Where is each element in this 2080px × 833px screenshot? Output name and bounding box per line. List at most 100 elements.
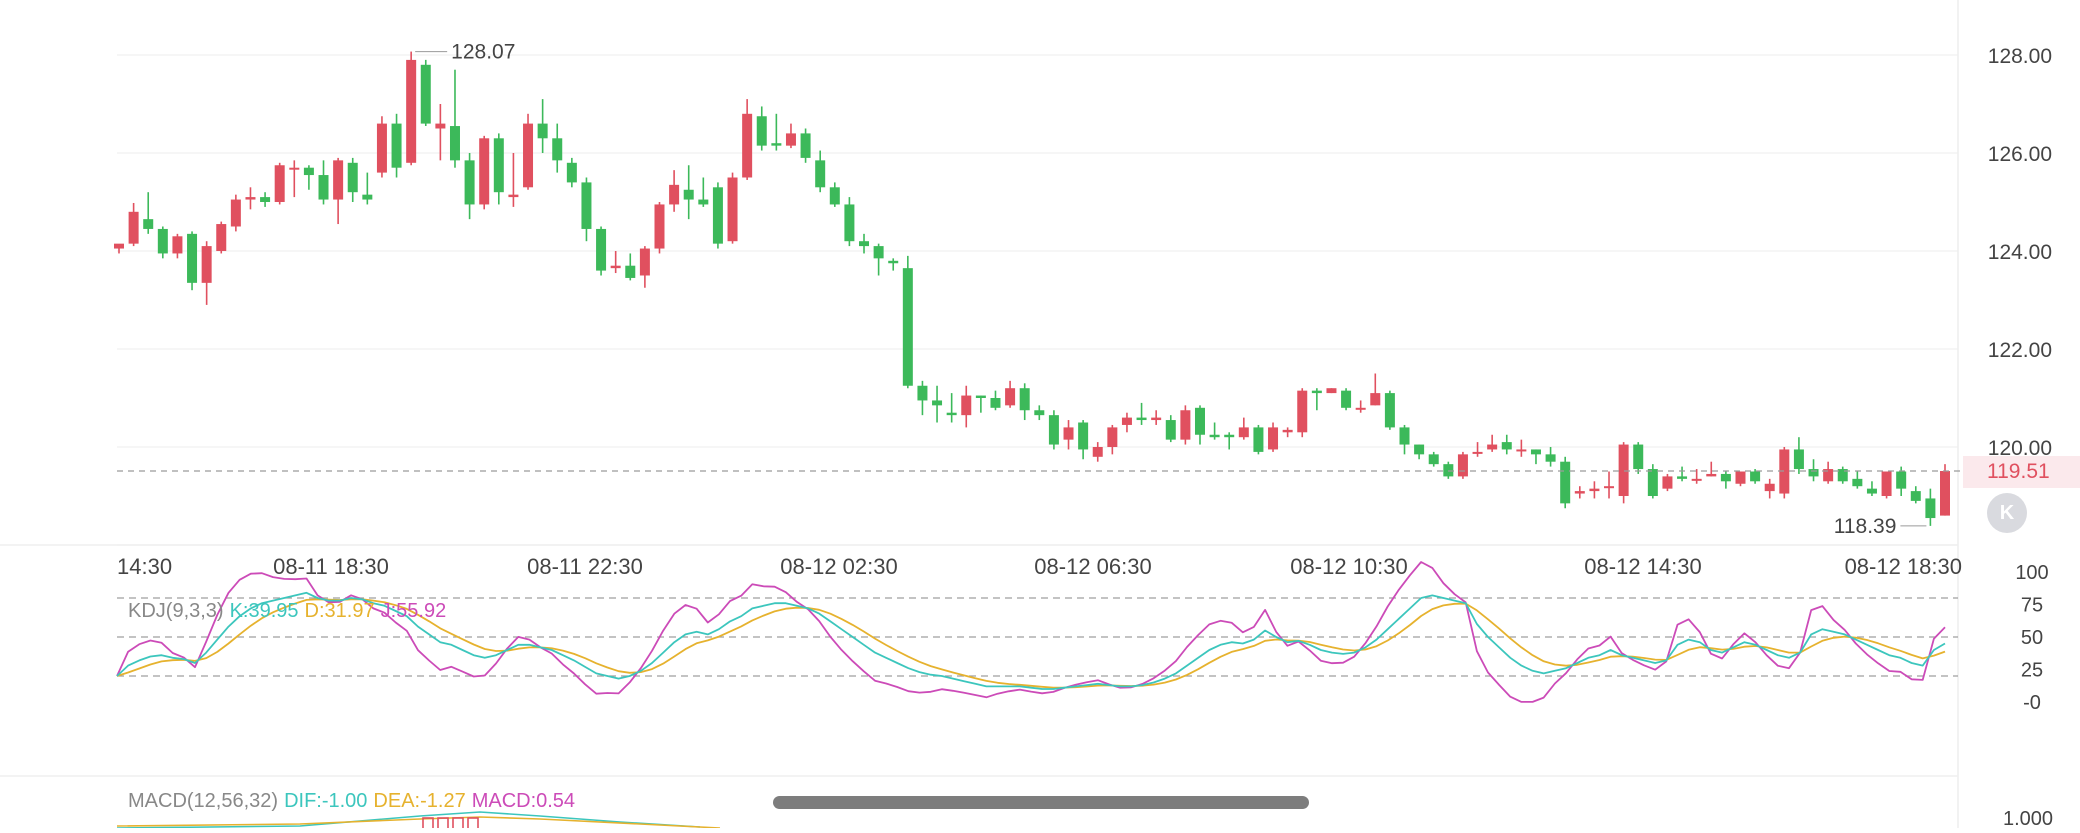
candle-body <box>1487 444 1498 450</box>
candle-body <box>376 123 387 173</box>
candle-body <box>1925 498 1936 519</box>
horizontal-scrollbar[interactable] <box>773 796 1309 809</box>
candle-body <box>1019 388 1030 411</box>
price-tick-label: 122.00 <box>1988 339 2052 362</box>
k-line-toggle-button[interactable]: K <box>1987 493 2027 533</box>
candle-body <box>1107 427 1118 447</box>
candle-body <box>1662 476 1673 489</box>
candle-body <box>654 204 665 249</box>
candle-body <box>1560 461 1571 504</box>
low-price-label: 118.39 <box>1834 515 1897 538</box>
candle-body <box>1472 451 1483 454</box>
candle-body <box>1589 488 1600 492</box>
candle-body <box>1136 417 1147 421</box>
candle-body <box>1706 473 1717 477</box>
kdj-d-line <box>116 598 1946 689</box>
candle-body <box>1647 469 1658 496</box>
high-price-label: 128.07 <box>451 41 515 64</box>
candle-body <box>639 248 650 276</box>
macd-histogram-bar <box>437 817 449 831</box>
candle-body <box>859 241 870 247</box>
candle-body <box>1428 454 1439 465</box>
candle-body <box>508 194 519 198</box>
time-axis-label: 08-12 02:30 <box>780 554 897 579</box>
candle-body <box>1881 471 1892 496</box>
macd-hist-value: MACD:0.54 <box>471 790 576 812</box>
candle-body <box>1457 454 1468 477</box>
candle-body <box>1311 390 1322 394</box>
candle-body <box>1224 434 1235 438</box>
last-price-badge: 119.51 <box>1963 456 2080 488</box>
macd-dea-line <box>116 816 721 829</box>
candle-body <box>1268 427 1279 450</box>
candle-body <box>201 246 212 283</box>
kdj-d-value: D:31.97 <box>304 600 375 622</box>
candle-body <box>698 199 709 205</box>
kdj-tick-label: 75 <box>2021 595 2043 617</box>
macd-dif-value: DIF:-1.00 <box>284 790 368 812</box>
macd-label: MACD(12,56,32) <box>128 790 279 812</box>
candle-body <box>289 167 300 170</box>
kdj-j-value: J:55.92 <box>380 600 447 622</box>
kdj-j-line <box>116 561 1946 703</box>
candle-body <box>581 182 592 229</box>
candle-body <box>1443 464 1454 477</box>
candle-body <box>1209 434 1220 438</box>
candle-body <box>683 189 694 200</box>
candle-body <box>902 268 913 386</box>
candle-body <box>1530 449 1541 455</box>
macd-histogram-bar <box>452 817 464 831</box>
kdj-tick-label: 100 <box>2015 562 2048 584</box>
macd-dea-value: DEA:-1.27 <box>373 790 466 812</box>
candle-body <box>1940 471 1950 516</box>
candle-body <box>552 138 563 161</box>
candle-body <box>391 123 402 168</box>
candle-body <box>625 265 636 278</box>
candle-body <box>347 162 358 193</box>
candle-body <box>274 165 285 202</box>
kdj-k-line <box>116 591 1946 690</box>
candle-body <box>1793 449 1804 470</box>
candle-body <box>464 160 475 205</box>
candle-body <box>1341 390 1352 408</box>
candle-body <box>114 243 124 249</box>
candle-body <box>479 138 490 205</box>
candle-body <box>888 260 899 264</box>
candle-body <box>493 138 504 193</box>
candle-body <box>1355 407 1366 410</box>
candle-body <box>1516 449 1527 452</box>
candle-body <box>1691 478 1702 481</box>
candle-body <box>1399 427 1410 445</box>
candle-body <box>1764 483 1775 492</box>
candle-body <box>1034 410 1045 416</box>
candle-body <box>1545 454 1556 462</box>
candle-body <box>975 395 986 398</box>
kdj-tick-label: 25 <box>2021 660 2043 682</box>
candle-body <box>523 123 534 188</box>
candle-body <box>946 412 957 416</box>
candle-body <box>742 113 753 178</box>
macd-top-tick: 1.000 <box>2003 808 2054 830</box>
candle-body <box>932 400 943 406</box>
candle-body <box>362 194 373 200</box>
price-tick-label: 120.00 <box>1988 437 2052 460</box>
kdj-k-value: K:39.95 <box>229 600 299 622</box>
candle-body <box>1078 422 1089 450</box>
candle-body <box>1121 417 1132 425</box>
candle-body <box>1808 469 1819 477</box>
candle-body <box>172 236 183 254</box>
candle-body <box>1574 491 1585 494</box>
candle-body <box>260 197 271 202</box>
candle-body <box>1063 427 1074 440</box>
candle-body <box>1282 429 1293 433</box>
candle-body <box>1896 471 1907 489</box>
candle-body <box>1253 427 1264 452</box>
candle-body <box>143 219 154 229</box>
candle-body <box>1852 478 1863 487</box>
kdj-label: KDJ(9,3,3) <box>128 600 224 622</box>
candle-body <box>844 204 855 242</box>
macd-histogram-bar <box>467 817 479 831</box>
candle-body <box>216 224 227 251</box>
